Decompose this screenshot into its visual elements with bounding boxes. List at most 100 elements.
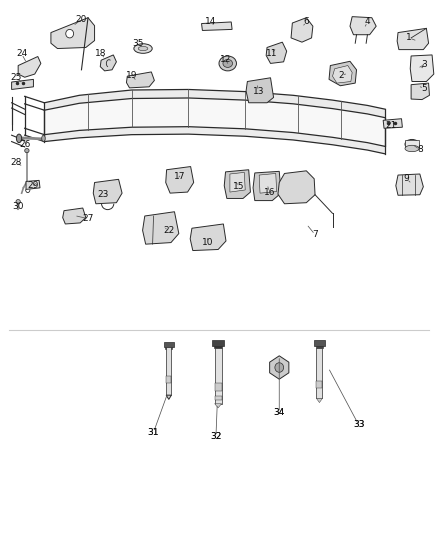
- Ellipse shape: [42, 135, 45, 142]
- Text: 26: 26: [19, 140, 30, 149]
- Polygon shape: [44, 127, 385, 154]
- Polygon shape: [329, 61, 357, 86]
- Text: 27: 27: [82, 214, 94, 223]
- Ellipse shape: [25, 149, 29, 153]
- Polygon shape: [253, 171, 281, 200]
- Polygon shape: [166, 395, 171, 399]
- Polygon shape: [316, 398, 322, 402]
- Text: 7: 7: [312, 230, 318, 239]
- Text: 15: 15: [233, 182, 244, 191]
- Text: 35: 35: [132, 39, 144, 48]
- Bar: [214, 346, 222, 349]
- Bar: [163, 342, 174, 348]
- Bar: [314, 340, 325, 346]
- Text: 31: 31: [148, 428, 159, 437]
- Polygon shape: [410, 55, 434, 82]
- Ellipse shape: [138, 46, 148, 51]
- Text: 34: 34: [274, 408, 285, 417]
- Polygon shape: [411, 83, 429, 100]
- Polygon shape: [278, 171, 315, 204]
- Polygon shape: [224, 169, 251, 198]
- Ellipse shape: [66, 29, 74, 38]
- Bar: [166, 376, 171, 383]
- Polygon shape: [12, 79, 33, 90]
- Text: 21: 21: [386, 121, 397, 130]
- Polygon shape: [397, 28, 428, 50]
- Polygon shape: [332, 66, 352, 83]
- Text: 13: 13: [253, 86, 264, 95]
- Polygon shape: [18, 56, 41, 77]
- Polygon shape: [100, 55, 117, 71]
- Polygon shape: [350, 17, 376, 35]
- Polygon shape: [246, 78, 274, 103]
- Text: 16: 16: [264, 188, 275, 197]
- Text: 17: 17: [174, 172, 185, 181]
- Polygon shape: [63, 208, 86, 224]
- Text: 34: 34: [274, 408, 285, 417]
- Text: 19: 19: [126, 70, 138, 79]
- Ellipse shape: [134, 44, 152, 53]
- Polygon shape: [259, 173, 277, 193]
- Polygon shape: [190, 224, 226, 251]
- Text: 9: 9: [404, 174, 410, 183]
- Text: 31: 31: [148, 428, 159, 437]
- Bar: [166, 348, 171, 395]
- Text: 3: 3: [421, 60, 427, 69]
- Polygon shape: [26, 180, 40, 189]
- Polygon shape: [93, 179, 122, 204]
- Text: 10: 10: [202, 238, 214, 247]
- Text: 11: 11: [265, 50, 277, 58]
- Bar: [215, 349, 222, 403]
- Text: 30: 30: [12, 203, 24, 212]
- Bar: [247, 92, 251, 95]
- Polygon shape: [230, 172, 245, 192]
- Text: 23: 23: [98, 190, 109, 199]
- Bar: [258, 92, 262, 95]
- Ellipse shape: [219, 56, 237, 71]
- Text: 32: 32: [210, 432, 222, 441]
- Text: 8: 8: [417, 145, 423, 154]
- Bar: [316, 346, 323, 349]
- Ellipse shape: [223, 60, 233, 67]
- Text: 28: 28: [10, 158, 21, 167]
- Text: 4: 4: [365, 18, 370, 27]
- Bar: [405, 140, 419, 149]
- Text: 18: 18: [95, 50, 107, 58]
- Text: 12: 12: [220, 55, 231, 63]
- Ellipse shape: [405, 146, 419, 152]
- Bar: [215, 396, 222, 400]
- Ellipse shape: [405, 140, 419, 149]
- Polygon shape: [266, 42, 287, 63]
- Polygon shape: [270, 356, 289, 379]
- Ellipse shape: [16, 134, 21, 143]
- Text: 1: 1: [406, 34, 412, 43]
- Polygon shape: [166, 166, 194, 193]
- Polygon shape: [44, 90, 385, 118]
- Polygon shape: [143, 212, 179, 244]
- Polygon shape: [44, 98, 385, 154]
- Bar: [212, 340, 224, 346]
- Text: 14: 14: [205, 18, 216, 27]
- Bar: [165, 347, 172, 350]
- Text: 2: 2: [339, 70, 344, 79]
- Polygon shape: [215, 403, 222, 408]
- Bar: [316, 349, 322, 398]
- Text: 24: 24: [16, 50, 27, 58]
- Polygon shape: [396, 174, 424, 195]
- Text: 32: 32: [210, 432, 222, 441]
- Polygon shape: [51, 18, 95, 49]
- Text: 22: 22: [163, 226, 174, 235]
- Text: 5: 5: [421, 84, 427, 93]
- Polygon shape: [383, 119, 403, 128]
- Ellipse shape: [16, 199, 20, 204]
- Text: 33: 33: [353, 421, 364, 430]
- Ellipse shape: [275, 363, 284, 372]
- Polygon shape: [201, 22, 232, 30]
- Text: 29: 29: [28, 181, 39, 190]
- Text: 6: 6: [304, 18, 309, 27]
- Bar: [316, 381, 322, 387]
- Text: 33: 33: [353, 421, 364, 430]
- Text: 20: 20: [76, 15, 87, 24]
- Polygon shape: [127, 72, 154, 88]
- Bar: [215, 383, 222, 391]
